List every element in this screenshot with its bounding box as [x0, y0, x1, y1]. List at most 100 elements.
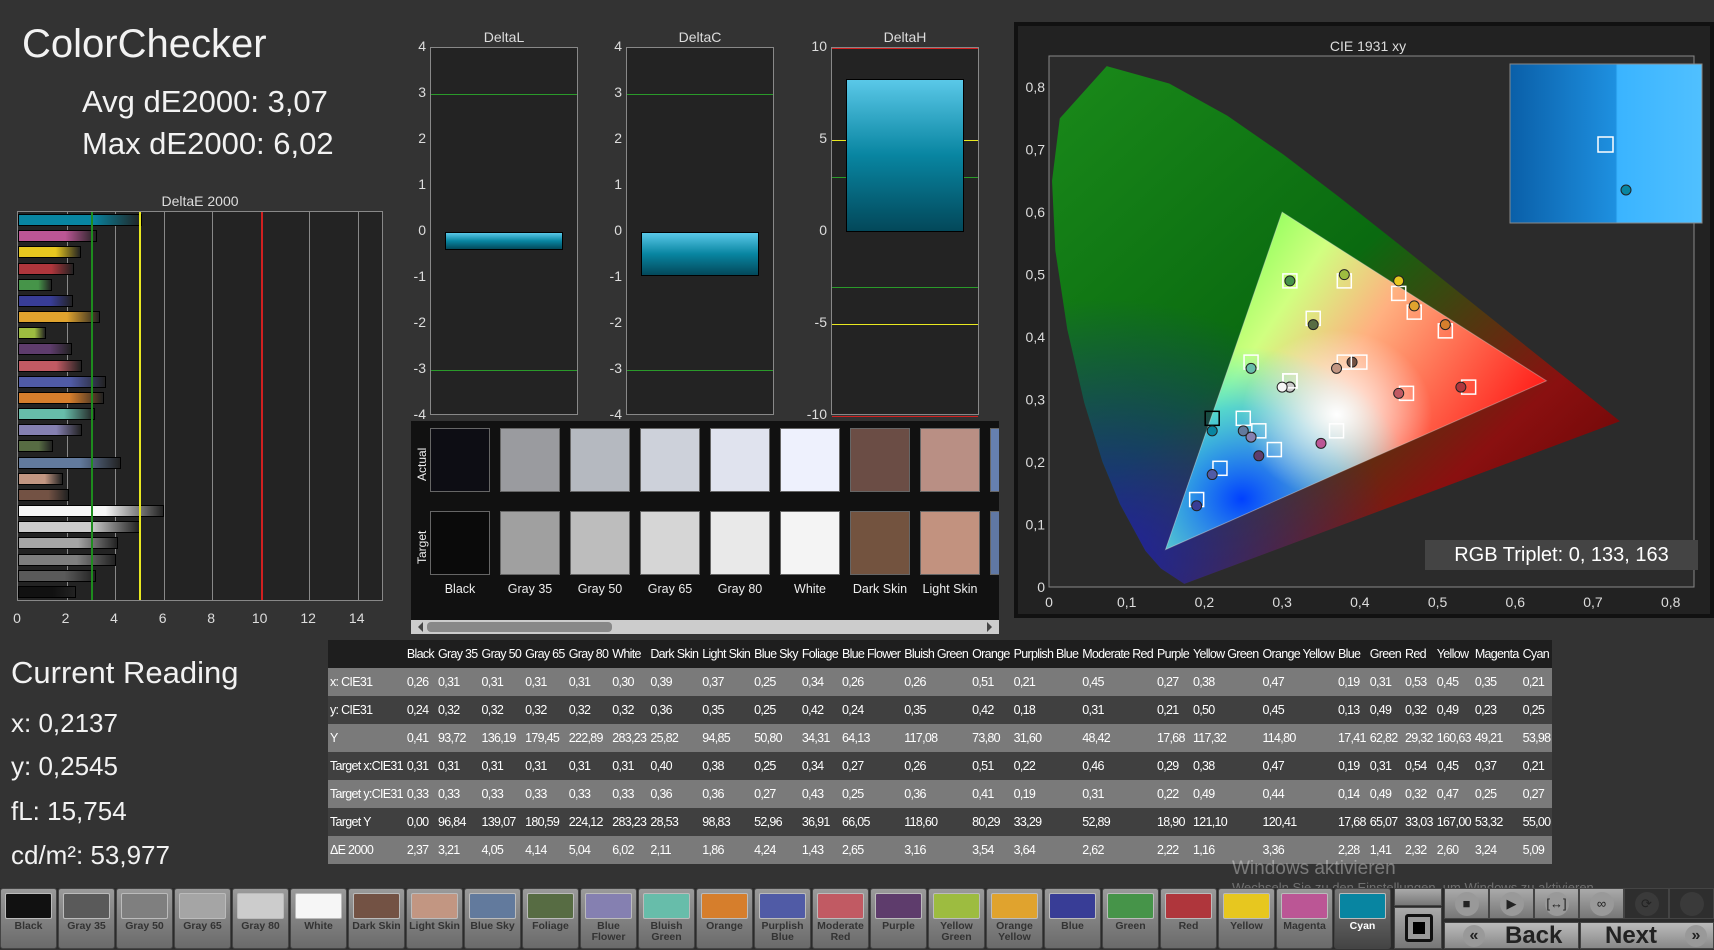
x-tick-label: 0,4 — [1350, 594, 1370, 610]
table-cell: 283,23 — [610, 724, 649, 752]
x-tick-label: 0 — [13, 610, 21, 626]
table-cell: 0,31 — [610, 752, 649, 780]
column-header: Blue Flower — [839, 640, 903, 668]
column-header: Purple — [1155, 640, 1191, 668]
patch-button-blue[interactable]: Blue — [1044, 888, 1101, 949]
scroll-left-icon[interactable] — [413, 622, 423, 632]
fit-button[interactable]: [↔] — [1534, 888, 1579, 919]
scrollbar-thumb[interactable] — [427, 622, 612, 632]
table-cell: 0,31 — [404, 752, 436, 780]
patch-label: Blue Flower — [591, 920, 626, 943]
patch-button-red[interactable]: Red — [1160, 888, 1217, 949]
patch-button-purplish-blue[interactable]: Purplish Blue — [754, 888, 811, 949]
patch-button-gray-65[interactable]: Gray 65 — [174, 888, 231, 949]
patch-color — [1165, 893, 1212, 919]
next-button[interactable]: Next » — [1580, 922, 1714, 949]
current-fl: fL: 15,754 — [11, 796, 127, 826]
patch-button-gray-50[interactable]: Gray 50 — [116, 888, 173, 949]
y-tick-label: -10 — [806, 406, 827, 422]
deltae-bar — [18, 521, 141, 534]
swatch-label: Black — [444, 582, 476, 596]
table-cell: 2,11 — [648, 836, 701, 864]
patch-button-moderate-red[interactable]: Moderate Red — [812, 888, 869, 949]
refresh-button[interactable]: ⟳ — [1624, 888, 1669, 919]
table-cell: 120,41 — [1260, 808, 1336, 836]
y-tick-label: 1 — [614, 176, 622, 192]
patch-label: Moderate Red — [817, 920, 864, 943]
column-header: Gray 50 — [479, 640, 524, 668]
patch-button-blue-sky[interactable]: Blue Sky — [464, 888, 521, 949]
patch-button-cyan[interactable]: Cyan — [1334, 888, 1391, 949]
patch-label: Green — [1115, 920, 1146, 932]
table-cell: 0,37 — [1472, 752, 1521, 780]
table-cell: 62,82 — [1367, 724, 1404, 752]
y-tick-label: -4 — [413, 406, 426, 422]
x-tick-label: 0,1 — [1117, 594, 1137, 610]
table-cell: 3,36 — [1260, 836, 1336, 864]
patch-button-magenta[interactable]: Magenta — [1276, 888, 1333, 949]
stop-button[interactable]: ■ — [1444, 888, 1489, 919]
patch-button-light-skin[interactable]: Light Skin — [406, 888, 463, 949]
table-cell: 0,25 — [752, 752, 800, 780]
actual-point — [1253, 450, 1265, 462]
table-cell: 0,25 — [839, 780, 903, 808]
table-cell: 0,25 — [1472, 780, 1521, 808]
table-row: Target y:CIE31 0,33 0,33 0,33 0,33 0,33 0,33 0,… — [328, 780, 1553, 808]
horizontal-scrollbar[interactable] — [411, 620, 999, 634]
back-button[interactable]: « Back — [1444, 922, 1579, 949]
table-cell: 0,31 — [523, 752, 567, 780]
patch-label: Cyan — [1349, 920, 1376, 932]
table-cell: 2,62 — [1080, 836, 1156, 864]
patch-button-foliage[interactable]: Foliage — [522, 888, 579, 949]
y-tick-label: -1 — [413, 268, 426, 284]
table-cell: 17,41 — [1335, 724, 1368, 752]
patch-button-orange[interactable]: Orange — [696, 888, 753, 949]
patch-bar: Black Gray 35 Gray 50 Gray 65 Gray 80 White Da… — [0, 888, 1714, 949]
patch-color — [237, 893, 284, 919]
patch-label: White — [304, 920, 333, 932]
table-cell: 0,32 — [523, 696, 567, 724]
patch-button-dark-skin[interactable]: Dark Skin — [348, 888, 405, 949]
scroll-right-icon[interactable] — [987, 622, 997, 632]
patch-color — [643, 893, 690, 919]
y-tick-label: 2 — [418, 130, 426, 146]
table-cell: 0,18 — [1011, 696, 1081, 724]
patch-button-orange-yellow[interactable]: Orange Yellow — [986, 888, 1043, 949]
patch-button-purple[interactable]: Purple — [870, 888, 927, 949]
patch-button-yellow[interactable]: Yellow — [1218, 888, 1275, 949]
patch-label: Light Skin — [409, 920, 460, 932]
stop-measure-button[interactable] — [1394, 907, 1442, 949]
patch-button-green[interactable]: Green — [1102, 888, 1159, 949]
threshold-line — [431, 94, 577, 95]
swatch-label: B — [985, 582, 999, 596]
table-cell: 167,00 — [1434, 808, 1473, 836]
table-cell: 0,45 — [1260, 696, 1336, 724]
record-button[interactable] — [1669, 888, 1714, 919]
play-button[interactable]: ▶ — [1489, 888, 1534, 919]
table-cell: 25,82 — [648, 724, 701, 752]
row-label: ΔE 2000 — [328, 836, 405, 864]
threshold-line — [260, 212, 263, 600]
loop-button[interactable]: ∞ — [1579, 888, 1624, 919]
patch-button-gray-80[interactable]: Gray 80 — [232, 888, 289, 949]
patch-button-white[interactable]: White — [290, 888, 347, 949]
y-tick-label: 0 — [819, 222, 827, 238]
eject-button[interactable] — [1394, 888, 1442, 906]
delta-chart-deltac — [626, 47, 774, 415]
table-cell: 1,16 — [1190, 836, 1261, 864]
patch-button-bluish-green[interactable]: Bluish Green — [638, 888, 695, 949]
patch-button-yellow-green[interactable]: Yellow Green — [928, 888, 985, 949]
patch-button-gray-35[interactable]: Gray 35 — [58, 888, 115, 949]
gridline — [309, 212, 311, 600]
table-cell: 0,32 — [566, 696, 611, 724]
swatch-label: Dark Skin — [852, 582, 908, 596]
table-cell: 6,02 — [610, 836, 649, 864]
swatch-panel: Actual Target Black Gray 35 Gray 50 Gray 65… — [411, 421, 999, 634]
patch-button-black[interactable]: Black — [0, 888, 57, 949]
patch-button-blue-flower[interactable]: Blue Flower — [580, 888, 637, 949]
stop-icon: ■ — [1454, 891, 1479, 916]
table-cell: 0,21 — [1155, 696, 1191, 724]
actual-point — [1315, 437, 1327, 449]
y-tick-label: -3 — [413, 360, 426, 376]
patch-label: Gray 35 — [67, 920, 106, 932]
